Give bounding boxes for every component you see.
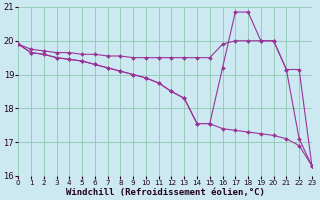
X-axis label: Windchill (Refroidissement éolien,°C): Windchill (Refroidissement éolien,°C) bbox=[66, 188, 265, 197]
